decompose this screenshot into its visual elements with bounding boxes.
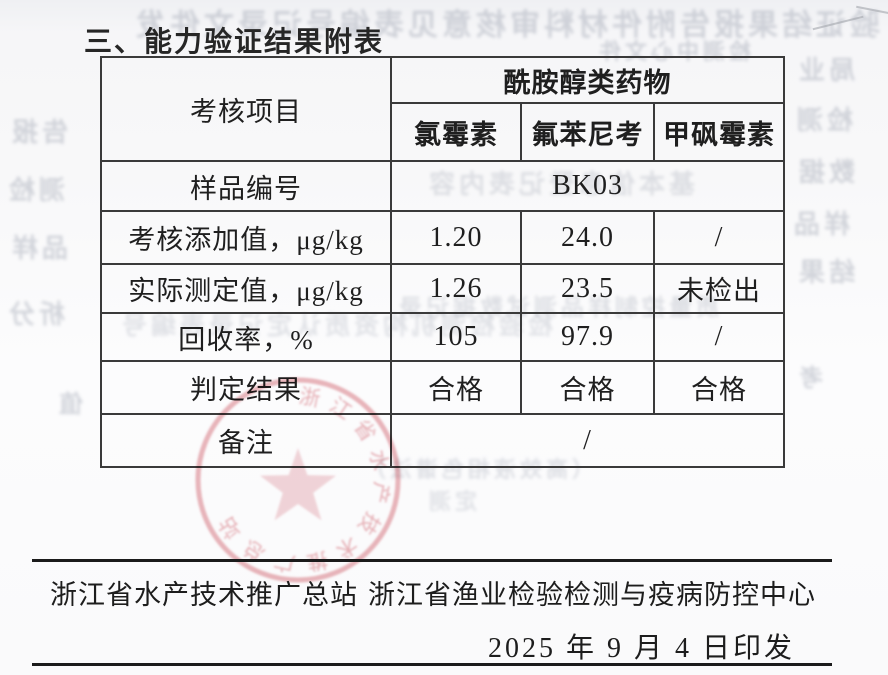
column-header-chloramphenicol: 氯霉素 xyxy=(390,102,522,162)
remarks-cell: / xyxy=(389,413,786,468)
org-name-right: 浙江省渔业检验检测与疫病防控中心 xyxy=(368,580,816,610)
issue-date: 2025 年 9 月 4 日印发 xyxy=(488,633,796,664)
bleedthrough-text: 数据 xyxy=(795,158,856,187)
cell-value: 合格 xyxy=(652,360,786,415)
cell-value: 未检出 xyxy=(652,263,786,314)
column-header-florfenicol: 氟苯尼考 xyxy=(520,102,655,162)
row-label: 回收率，% xyxy=(100,312,392,362)
bleedthrough-text: 样品 xyxy=(790,210,851,239)
footer-bottom-rule xyxy=(32,663,832,666)
page-title: 三、能力验证结果附表 xyxy=(84,26,385,57)
table-row: 备注 / xyxy=(100,413,786,468)
scan-crease-line xyxy=(812,15,864,30)
cell-value: 合格 xyxy=(390,360,522,415)
cell-value: 1.20 xyxy=(390,210,522,265)
proficiency-results-table: 考核项目 酰胺醇类药物 氯霉素 氟苯尼考 甲砜霉素 样品编号 BK03 考核添加… xyxy=(100,56,786,468)
org-name-left: 浙江省水产技术推广总站 xyxy=(50,580,358,610)
corner-header-cell: 考核项目 xyxy=(100,56,392,162)
cell-value: 105 xyxy=(390,312,522,362)
row-label: 备注 xyxy=(100,413,392,468)
bleedthrough-text: 测检 xyxy=(5,176,66,205)
row-label: 实际测定值，μg/kg xyxy=(100,263,392,314)
bleedthrough-text: 定测 xyxy=(425,489,478,514)
cell-value: / xyxy=(652,312,786,362)
row-label: 考核添加值，μg/kg xyxy=(100,210,392,265)
bleedthrough-text: 结果 xyxy=(795,258,856,287)
table-row: 样品编号 BK03 xyxy=(100,160,786,212)
bleedthrough-text: 析分 xyxy=(5,300,66,329)
sample-number-cell: BK03 xyxy=(389,160,786,212)
column-header-thiamphenicol: 甲砜霉素 xyxy=(652,102,786,162)
bleedthrough-text: 局业 xyxy=(795,56,856,85)
bleedthrough-text: 告报 xyxy=(8,118,69,147)
table-row: 回收率，% 105 97.9 / xyxy=(100,312,786,362)
table-row: 实际测定值，μg/kg 1.26 23.5 未检出 xyxy=(100,263,786,314)
footer-top-rule xyxy=(32,559,832,562)
scan-crease-line xyxy=(856,5,888,14)
table-row: 判定结果 合格 合格 合格 xyxy=(100,360,786,415)
row-label: 样品编号 xyxy=(100,160,392,212)
bleedthrough-text: 品样 xyxy=(8,234,69,263)
cell-value: / xyxy=(652,210,786,265)
issuing-organizations: 浙江省水产技术推广总站 浙江省渔业检验检测与疫病防控中心 xyxy=(50,573,816,612)
bleedthrough-text: 值 xyxy=(55,392,83,418)
bleedthrough-text: 检测 xyxy=(793,106,854,135)
cell-value: 合格 xyxy=(520,360,655,415)
table-row: 考核添加值，μg/kg 1.20 24.0 / xyxy=(100,210,786,265)
table-row: 氯霉素 氟苯尼考 甲砜霉素 xyxy=(101,102,786,162)
cell-value: 24.0 xyxy=(520,210,655,265)
bleedthrough-text: 考 xyxy=(795,366,823,392)
drug-class-header-cell: 酰胺醇类药物 xyxy=(389,56,786,104)
table-row: 考核项目 酰胺醇类药物 xyxy=(100,56,786,162)
cell-value: 97.9 xyxy=(520,312,655,362)
cell-value: 1.26 xyxy=(390,263,522,314)
cell-value: 23.5 xyxy=(520,263,655,314)
row-label: 判定结果 xyxy=(100,360,392,415)
